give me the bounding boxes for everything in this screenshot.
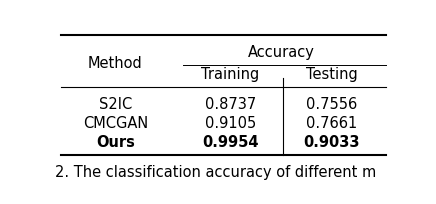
Text: 0.7661: 0.7661 <box>306 116 357 131</box>
Text: 0.8737: 0.8737 <box>204 97 256 112</box>
Text: Testing: Testing <box>306 67 358 82</box>
Text: 0.9105: 0.9105 <box>204 116 256 131</box>
Text: S2IC: S2IC <box>99 97 132 112</box>
Text: 0.9954: 0.9954 <box>202 135 259 150</box>
Text: 0.7556: 0.7556 <box>306 97 357 112</box>
Text: 2. The classification accuracy of different m: 2. The classification accuracy of differ… <box>54 165 376 180</box>
Text: Ours: Ours <box>96 135 135 150</box>
Text: Accuracy: Accuracy <box>248 45 314 60</box>
Text: 0.9033: 0.9033 <box>303 135 360 150</box>
Text: CMCGAN: CMCGAN <box>83 116 148 131</box>
Text: Method: Method <box>88 56 143 71</box>
Text: Training: Training <box>201 67 259 82</box>
